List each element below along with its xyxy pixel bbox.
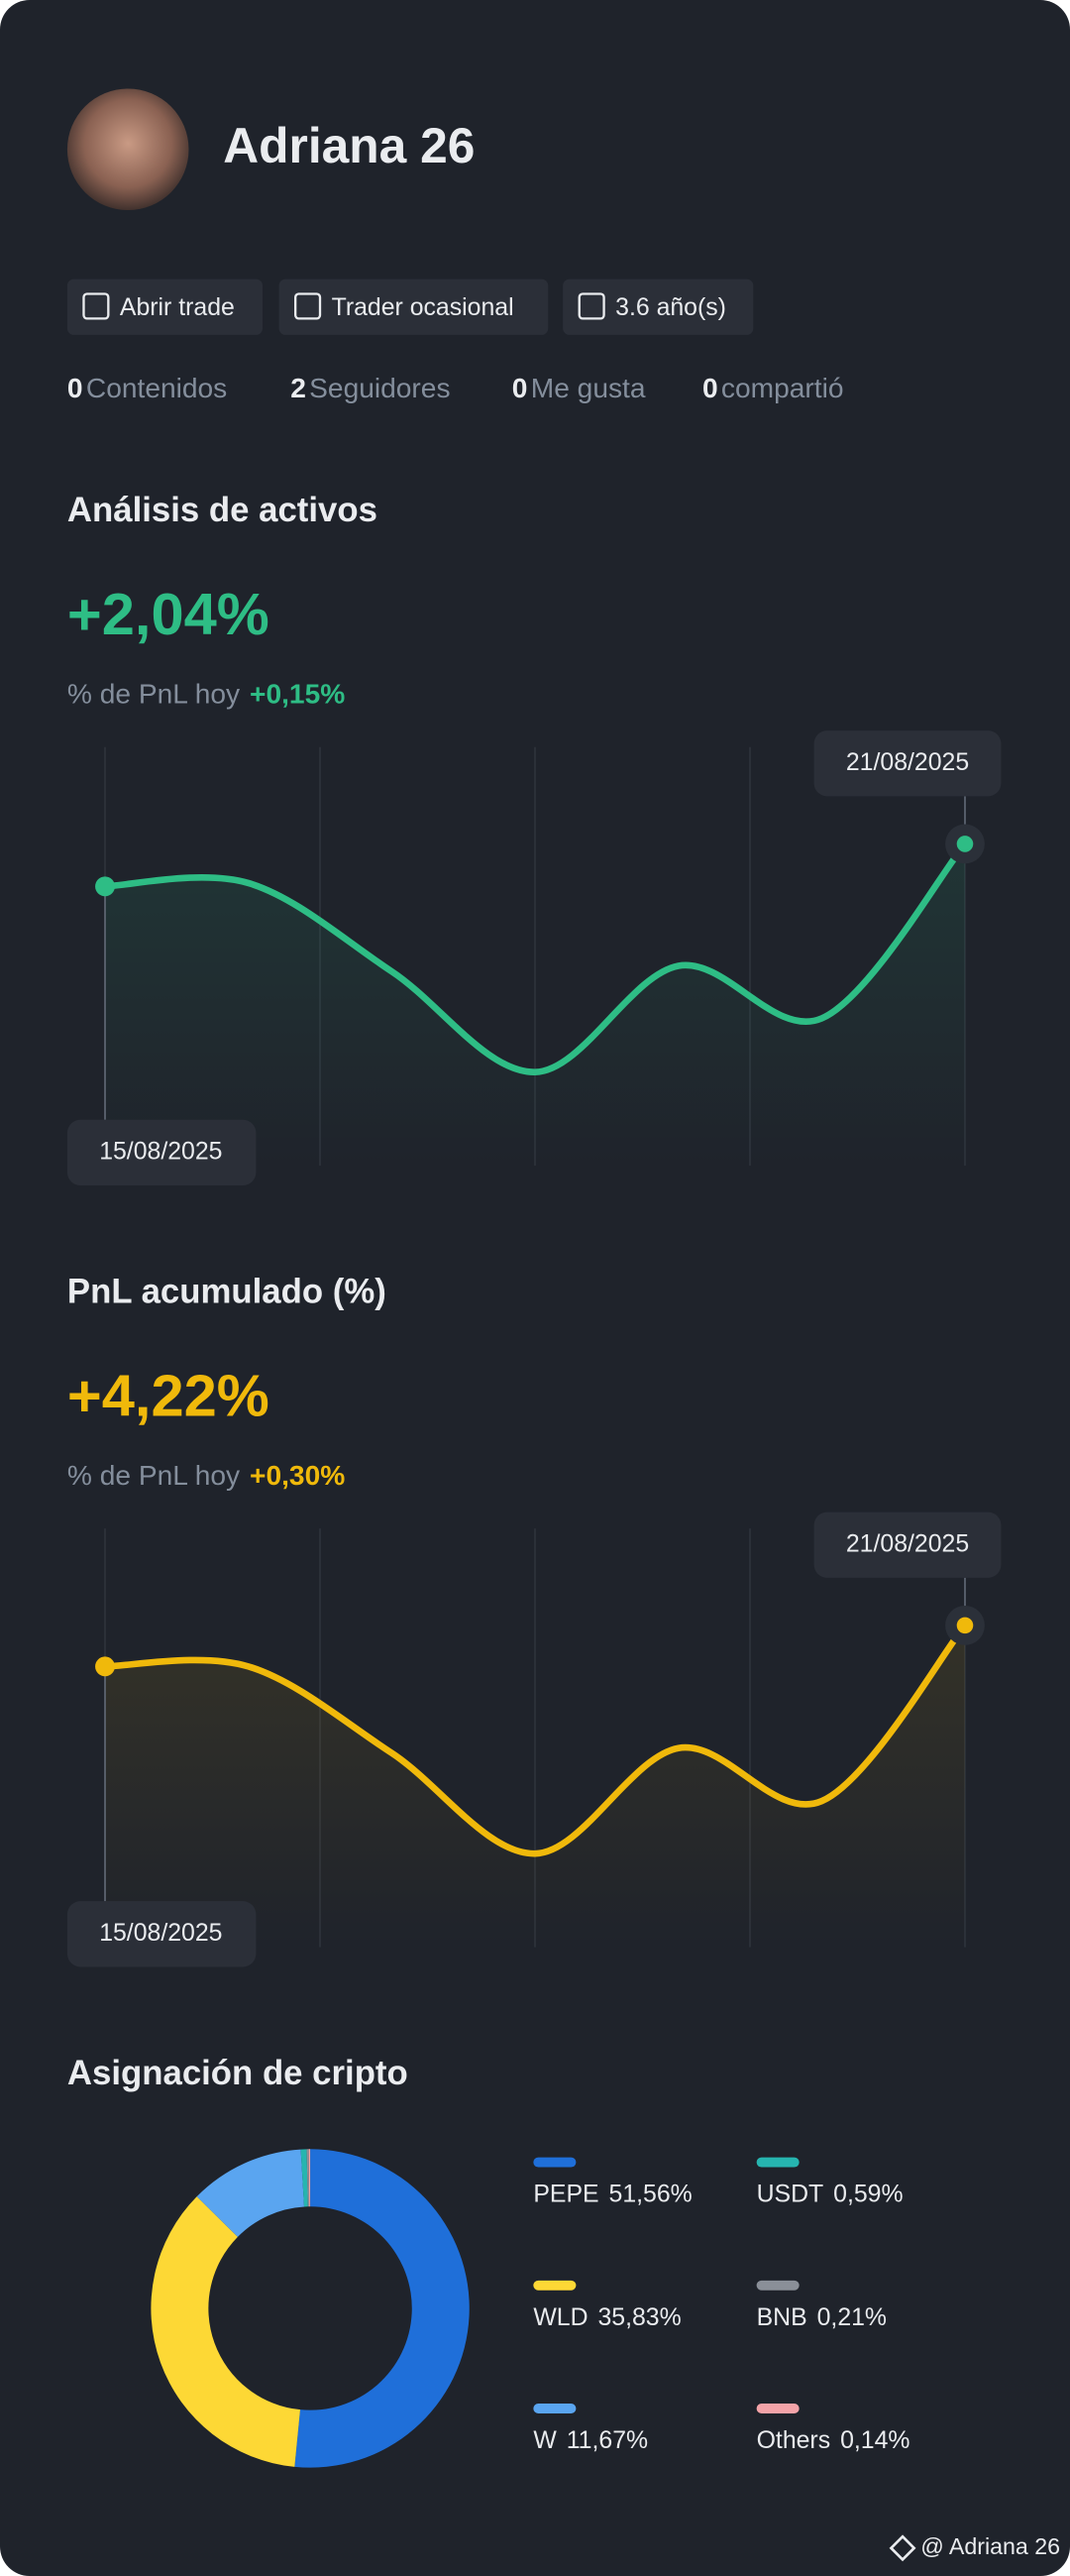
subtitle: % de PnL hoy +0,15% <box>67 679 345 710</box>
date-badge <box>66 1901 257 1967</box>
legend-entry: WLD 35,83% <box>533 2303 681 2330</box>
donut-slice <box>300 2149 308 2207</box>
footer: @ Adriana 26 <box>920 2533 1060 2559</box>
legend-swatch <box>756 2280 800 2291</box>
legend-entry: BNB 0,21% <box>757 2303 887 2330</box>
stat-label: Contenidos <box>86 374 227 404</box>
subtitle-change: +0,15% <box>250 679 345 710</box>
legend-value: 0,14% <box>840 2427 910 2454</box>
legend-name: USDT <box>757 2181 824 2207</box>
legend-value: 35,83% <box>597 2303 681 2330</box>
donut-slice <box>151 2196 301 2467</box>
legend-swatch <box>756 2404 800 2413</box>
tag[interactable] <box>563 279 754 335</box>
date-badge <box>66 1119 257 1185</box>
legend-value: 0,21% <box>817 2303 887 2330</box>
legend-name: Others <box>757 2427 831 2454</box>
end-point <box>956 1617 974 1634</box>
subtitle-label: % de PnL hoy <box>67 679 241 710</box>
donut-slice <box>294 2149 470 2468</box>
line <box>101 1622 969 1857</box>
headline: +4,22% <box>67 1363 269 1429</box>
stat-value: 2 <box>290 374 306 404</box>
stat-value: 0 <box>67 374 83 404</box>
stat-label: Me gusta <box>531 374 646 404</box>
tag-icon <box>82 292 110 320</box>
subtitle: % de PnL hoy +0,30% <box>67 1460 345 1491</box>
logo-icon <box>889 2534 916 2562</box>
date-label: 15/08/2025 <box>99 1138 222 1165</box>
legend-name: BNB <box>757 2303 807 2330</box>
legend-value: 11,67% <box>567 2427 648 2454</box>
section-title: Análisis de activos <box>67 492 377 529</box>
tag-label: Trader ocasional <box>332 294 514 321</box>
donut-slice <box>308 2149 311 2207</box>
legend-entry: USDT 0,59% <box>757 2181 904 2207</box>
tag[interactable] <box>66 279 264 335</box>
legend-name: PEPE <box>533 2181 598 2207</box>
legend-value: 0,59% <box>833 2181 903 2207</box>
tag-icon <box>578 292 605 320</box>
legend-swatch <box>533 2280 577 2291</box>
legend-name: WLD <box>533 2303 588 2330</box>
legend-entry: W 11,67% <box>533 2427 648 2454</box>
start-point <box>95 876 115 897</box>
subtitle-label: % de PnL hoy <box>67 1460 241 1491</box>
stat-label: Seguidores <box>309 374 450 404</box>
stat: 0 Me gusta <box>512 374 646 404</box>
tag-label: 3.6 año(s) <box>615 294 726 321</box>
stat-value: 0 <box>702 374 718 404</box>
line <box>101 840 969 1075</box>
date-label: 21/08/2025 <box>846 749 969 776</box>
legend-swatch <box>533 2404 577 2413</box>
legend-swatch <box>756 2157 800 2168</box>
legend-value: 51,56% <box>609 2181 693 2207</box>
stat: 0 compartió <box>702 374 844 404</box>
stat: 2 Seguidores <box>290 374 450 404</box>
user-name: Adriana 26 <box>223 118 475 173</box>
date-label: 15/08/2025 <box>99 1920 222 1947</box>
end-point <box>956 836 974 852</box>
start-point <box>95 1656 115 1677</box>
donut-slice <box>196 2149 305 2237</box>
section-title: Asignación de cripto <box>67 2055 408 2092</box>
tag-label: Abrir trade <box>120 294 235 321</box>
avatar[interactable] <box>66 88 189 211</box>
legend-swatch <box>533 2157 577 2168</box>
section-title: PnL acumulado (%) <box>67 1273 386 1310</box>
stat-value: 0 <box>512 374 528 404</box>
date-badge <box>813 1512 1002 1578</box>
date-badge <box>813 730 1002 797</box>
subtitle-change: +0,30% <box>250 1460 345 1491</box>
legend-entry: PEPE 51,56% <box>533 2181 692 2207</box>
donut-slice <box>306 2149 310 2207</box>
stat: 0 Contenidos <box>67 374 227 404</box>
legend-entry: Others 0,14% <box>757 2427 910 2454</box>
tag[interactable] <box>278 279 549 335</box>
date-label: 21/08/2025 <box>846 1530 969 1557</box>
stat-label: compartió <box>721 374 844 404</box>
legend-name: W <box>533 2427 557 2454</box>
tag-icon <box>294 292 322 320</box>
headline: +2,04% <box>67 581 269 647</box>
